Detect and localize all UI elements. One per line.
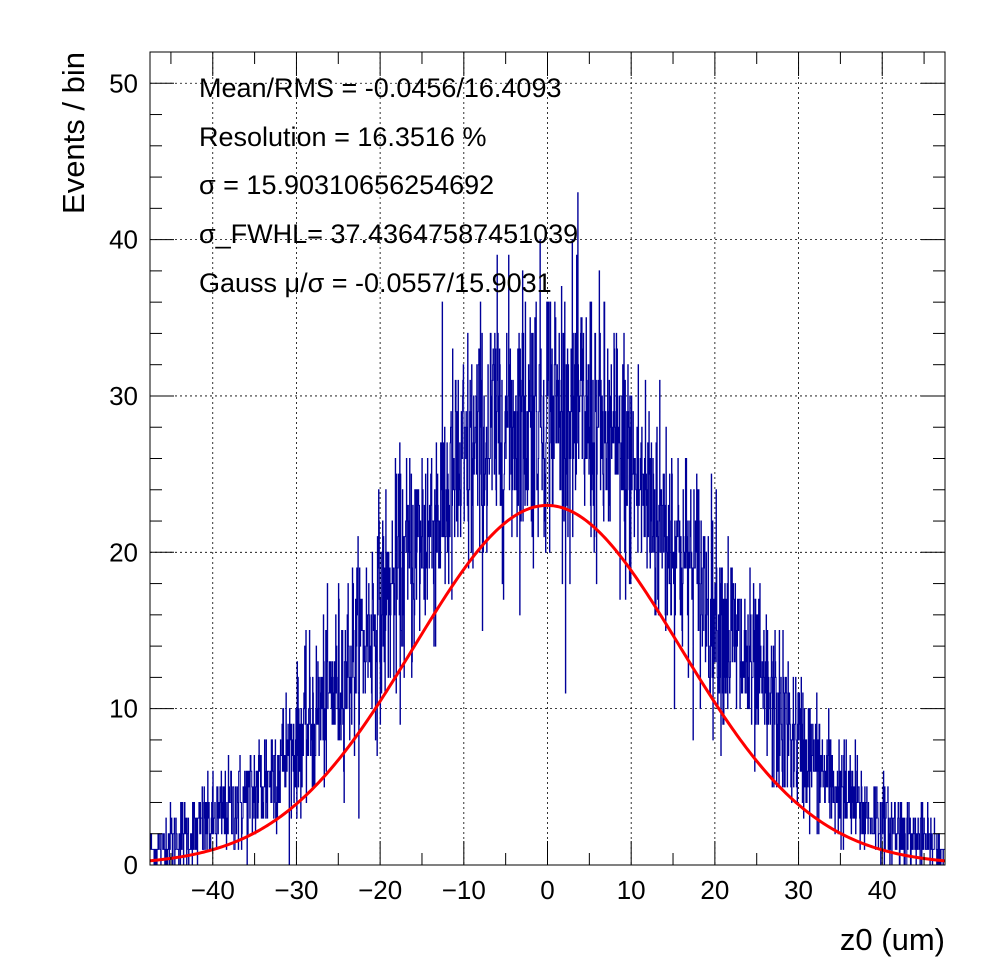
y-axis-label: Events / bin xyxy=(56,52,91,214)
x-tick-label: −30 xyxy=(274,875,318,905)
stat-annotation-0: Mean/RMS = -0.0456/16.4093 xyxy=(199,73,561,103)
x-tick-labels: −40 −30 −20 −10 0 10 20 30 40 xyxy=(191,875,897,905)
x-tick-label: 20 xyxy=(700,875,729,905)
axis-ticks xyxy=(150,51,945,866)
y-tick-label: 0 xyxy=(124,850,138,880)
stat-annotations: Mean/RMS = -0.0456/16.4093 Resolution = 1… xyxy=(199,73,578,298)
x-tick-label: 10 xyxy=(617,875,646,905)
stat-annotation-2: σ = 15.90310656254692 xyxy=(199,170,494,200)
histogram-series xyxy=(149,192,946,866)
stat-annotation-4: Gauss μ/σ = -0.0557/15.9031 xyxy=(199,268,552,298)
y-tick-label: 30 xyxy=(109,381,138,411)
histogram-bars xyxy=(149,192,946,866)
y-tick-label: 50 xyxy=(109,68,138,98)
x-tick-label: 30 xyxy=(784,875,813,905)
x-tick-label: 40 xyxy=(868,875,897,905)
x-tick-label: −20 xyxy=(358,875,402,905)
x-axis-label: z0 (um) xyxy=(840,922,945,957)
x-tick-label: −10 xyxy=(442,875,486,905)
y-tick-label: 10 xyxy=(109,694,138,724)
stat-annotation-3: σ_FWHL= 37.43647587451039 xyxy=(199,219,578,249)
stat-annotation-1: Resolution = 16.3516 % xyxy=(199,122,486,152)
y-tick-labels: 0 10 20 30 40 50 xyxy=(109,68,138,880)
gaussian-fit-series xyxy=(149,503,946,863)
y-tick-label: 20 xyxy=(109,537,138,567)
y-tick-label: 40 xyxy=(109,225,138,255)
gaussian-fit-curve xyxy=(149,503,946,863)
x-tick-label: 0 xyxy=(540,875,554,905)
x-tick-label: −40 xyxy=(191,875,235,905)
